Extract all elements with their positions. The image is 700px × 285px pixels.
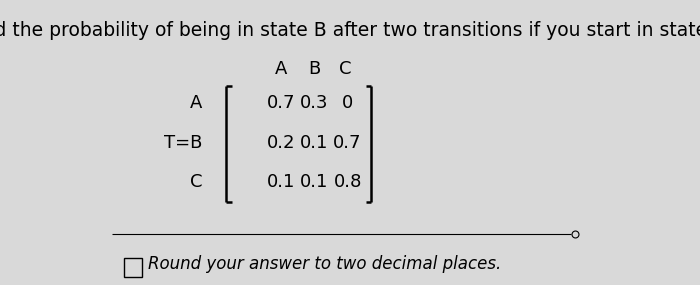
Text: 0.1: 0.1 bbox=[267, 173, 295, 191]
Text: 0.1: 0.1 bbox=[300, 133, 328, 152]
FancyBboxPatch shape bbox=[124, 258, 142, 277]
Text: A: A bbox=[190, 94, 202, 112]
Text: 0.7: 0.7 bbox=[333, 133, 362, 152]
Text: Find the probability of being in state B after two transitions if you start in s: Find the probability of being in state B… bbox=[0, 21, 700, 40]
Text: 0.3: 0.3 bbox=[300, 94, 328, 112]
Text: Round your answer to two decimal places.: Round your answer to two decimal places. bbox=[148, 255, 501, 273]
Text: B: B bbox=[308, 60, 321, 78]
Text: 0.1: 0.1 bbox=[300, 173, 328, 191]
Text: 0.2: 0.2 bbox=[267, 133, 295, 152]
Text: T=B: T=B bbox=[164, 133, 202, 152]
Text: C: C bbox=[190, 173, 202, 191]
Text: C: C bbox=[339, 60, 351, 78]
Text: A: A bbox=[275, 60, 287, 78]
Text: 0: 0 bbox=[342, 94, 354, 112]
Text: 0.8: 0.8 bbox=[333, 173, 362, 191]
Text: 0.7: 0.7 bbox=[267, 94, 295, 112]
